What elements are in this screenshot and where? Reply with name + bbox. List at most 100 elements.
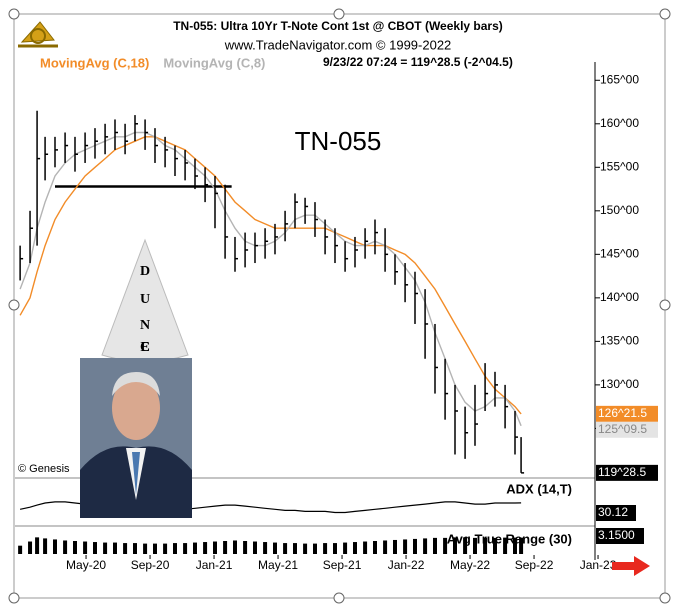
plot bbox=[18, 110, 525, 554]
indicator-bar bbox=[413, 538, 417, 554]
y-tick-label: 155^00 bbox=[600, 159, 639, 173]
indicator-bar bbox=[63, 540, 68, 554]
value-box-label: 125^09.5 bbox=[598, 422, 647, 436]
photo-tie bbox=[132, 452, 140, 495]
legend-entry: MovingAvg (C,8) bbox=[163, 55, 265, 70]
x-tick-label: May-21 bbox=[258, 558, 298, 572]
indicator-bar bbox=[283, 543, 288, 554]
indicator-bar bbox=[93, 542, 97, 554]
x-tick-label: Sep-21 bbox=[323, 558, 362, 572]
indicator-bar bbox=[519, 537, 524, 554]
photo-hair bbox=[112, 372, 160, 396]
y-tick-label: 150^00 bbox=[600, 203, 639, 217]
indicator-bar bbox=[113, 542, 117, 554]
handle[interactable] bbox=[8, 8, 20, 20]
indicator-label: ADX (14,T) bbox=[506, 481, 572, 496]
indicator-bar bbox=[213, 541, 217, 554]
indicator-bar bbox=[363, 541, 368, 554]
indicator-bar bbox=[393, 539, 397, 554]
indicator-bar bbox=[123, 543, 128, 554]
logo-ring bbox=[30, 28, 46, 44]
indicator-bar bbox=[293, 543, 297, 554]
handle[interactable] bbox=[8, 299, 20, 311]
x-tick-label: May-20 bbox=[66, 558, 106, 572]
status-line: 9/23/22 07:24 = 119^28.5 (-2^04.5) bbox=[323, 55, 513, 69]
y-tick-label: 135^00 bbox=[600, 334, 639, 348]
value-box-label: 3.1500 bbox=[598, 528, 635, 542]
indicator-bar bbox=[443, 537, 448, 554]
indicator-bar bbox=[73, 541, 77, 554]
handle[interactable] bbox=[659, 592, 671, 604]
indicator-bar bbox=[463, 537, 468, 554]
annotation: TN-055 bbox=[295, 126, 382, 156]
indicator-bar bbox=[333, 543, 337, 554]
indicator-bar bbox=[18, 545, 23, 554]
indicator-bar bbox=[263, 542, 268, 554]
indicator-label: Avg True Range (30) bbox=[447, 531, 572, 546]
legend-entry: MovingAvg (C,18) bbox=[40, 55, 149, 70]
indicator-bar bbox=[163, 543, 168, 554]
indicator-bar bbox=[403, 539, 408, 554]
indicator-bar bbox=[383, 540, 388, 554]
x-tick-label: Jan-21 bbox=[196, 558, 233, 572]
indicator-bar bbox=[193, 542, 197, 554]
value-box bbox=[596, 505, 636, 521]
logo-shape bbox=[20, 21, 55, 43]
indicator-bar bbox=[473, 537, 477, 554]
indicator-bar bbox=[83, 541, 88, 554]
arrow-shape[interactable] bbox=[612, 556, 650, 576]
value-box-label: 126^21.5 bbox=[598, 406, 647, 420]
handle[interactable] bbox=[659, 8, 671, 20]
y-tick-label: 160^00 bbox=[600, 116, 639, 130]
cap-letter: E bbox=[140, 340, 149, 355]
cap-letter: C bbox=[140, 340, 150, 355]
y-tick-label: 130^00 bbox=[600, 377, 639, 391]
indicator-bar bbox=[503, 537, 508, 554]
indicator-bar bbox=[183, 543, 188, 554]
indicator-bar bbox=[28, 541, 33, 554]
x-tick-label: Jan-23 bbox=[580, 558, 617, 572]
indicator-bar bbox=[173, 543, 177, 554]
indicator-bar bbox=[373, 541, 377, 554]
chart-subtitle: www.TradeNavigator.com © 1999-2022 bbox=[224, 37, 452, 52]
value-box bbox=[596, 464, 658, 481]
x-tick-label: Jan-22 bbox=[388, 558, 425, 572]
nav-arrow[interactable] bbox=[612, 556, 650, 576]
handle[interactable] bbox=[333, 592, 345, 604]
y-tick-label: 140^00 bbox=[600, 290, 639, 304]
handle[interactable] bbox=[659, 299, 671, 311]
indicator-bar bbox=[35, 537, 40, 554]
x-tick-label: May-22 bbox=[450, 558, 490, 572]
indicator-bar bbox=[423, 538, 428, 554]
value-box-label: 30.12 bbox=[598, 505, 628, 519]
indicator-bar bbox=[453, 537, 457, 554]
indicator-bar bbox=[53, 539, 57, 554]
indicator-bar bbox=[323, 543, 328, 554]
indicator-bar bbox=[433, 537, 437, 554]
value-box bbox=[596, 421, 658, 438]
indicator-bar bbox=[223, 541, 228, 554]
indicator-bar bbox=[153, 543, 157, 554]
logo bbox=[18, 21, 58, 48]
indicator-bar bbox=[513, 537, 517, 554]
y-tick-label: 145^00 bbox=[600, 247, 639, 261]
cap-letter: N bbox=[140, 318, 150, 333]
moving-average bbox=[19, 131, 522, 427]
y-tick-label: 165^00 bbox=[600, 72, 639, 86]
indicator-bar bbox=[303, 543, 308, 554]
cap-letter: D bbox=[140, 264, 150, 279]
indicator-bar bbox=[313, 543, 317, 554]
indicator-bar bbox=[483, 537, 488, 554]
indicator-bar bbox=[233, 540, 237, 554]
indicator-bar bbox=[273, 542, 277, 554]
indicator-bar bbox=[133, 543, 137, 554]
moving-average bbox=[19, 136, 522, 415]
handle[interactable] bbox=[333, 8, 345, 20]
cap-letter: U bbox=[140, 292, 150, 307]
indicator-bar bbox=[243, 541, 248, 554]
value-box bbox=[596, 528, 644, 544]
handle[interactable] bbox=[8, 592, 20, 604]
indicator-bar bbox=[253, 541, 257, 554]
